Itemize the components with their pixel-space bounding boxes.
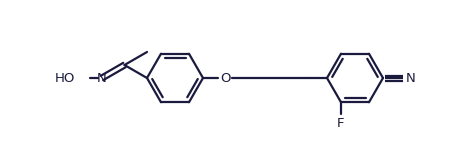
Text: F: F [337,117,345,130]
Text: O: O [220,72,230,84]
Text: N: N [97,72,107,84]
Text: HO: HO [54,72,75,84]
Text: N: N [406,72,416,84]
